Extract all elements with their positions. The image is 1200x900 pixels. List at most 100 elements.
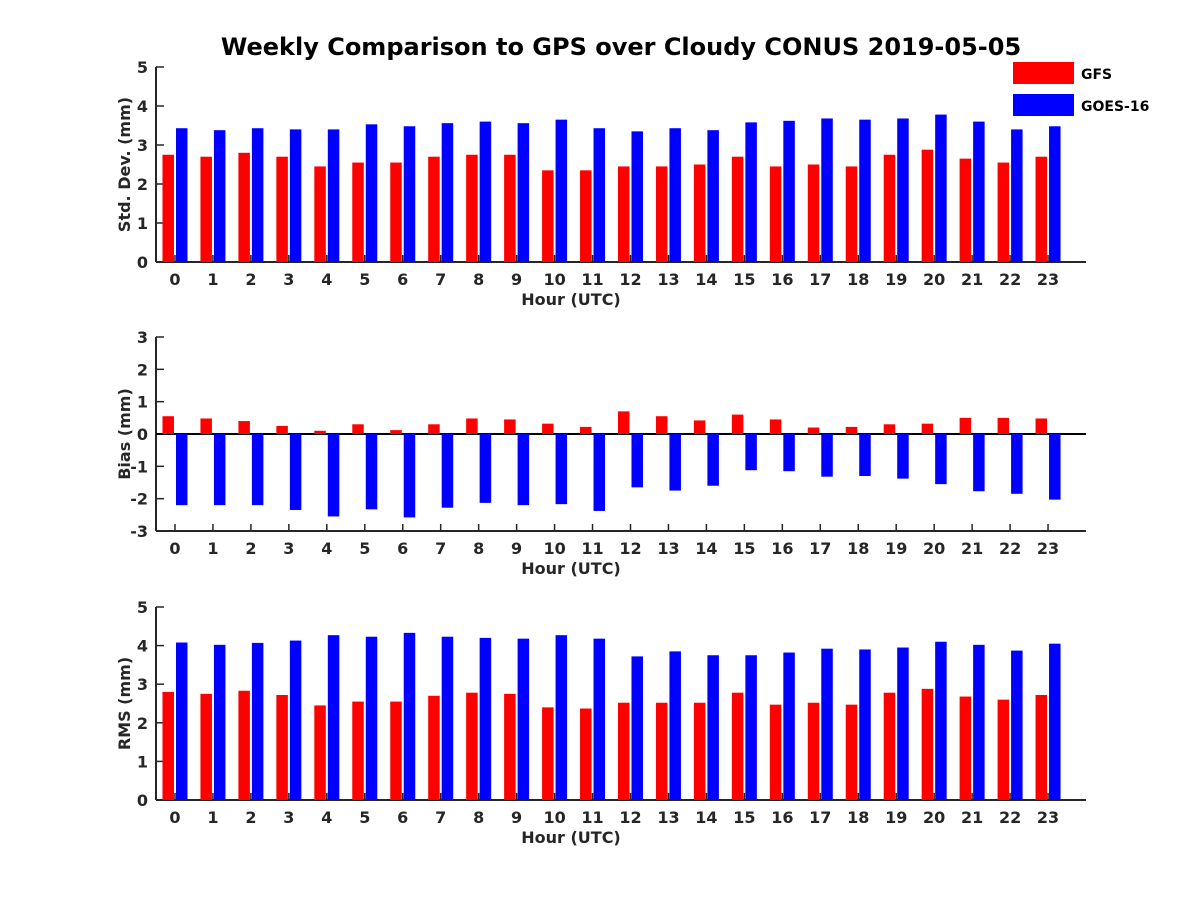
rms-xtick-label: 8 xyxy=(473,808,484,827)
std-dev-ylabel: Std. Dev. (mm) xyxy=(115,97,134,232)
std-dev-xtick-label: 7 xyxy=(435,270,446,289)
std-dev-bar-goes16-13 xyxy=(669,128,681,262)
std-dev-bar-gfs-14 xyxy=(693,164,706,262)
bias-bar-gfs-16 xyxy=(769,419,782,434)
bias-bar-goes16-11 xyxy=(593,434,606,511)
rms-xtick-label: 11 xyxy=(581,808,603,827)
bias-bar-gfs-5 xyxy=(352,424,364,434)
std-dev-bar-gfs-10 xyxy=(542,170,554,262)
std-dev-bar-goes16-6 xyxy=(403,126,416,262)
std-dev-bar-goes16-3 xyxy=(289,129,302,262)
rms-bar-goes16-13 xyxy=(669,651,681,800)
rms-xtick-label: 17 xyxy=(809,808,831,827)
rms-bar-goes16-3 xyxy=(289,640,302,800)
bias-bar-gfs-19 xyxy=(883,424,896,434)
bias-bar-gfs-17 xyxy=(807,427,820,434)
std-dev-bar-goes16-15 xyxy=(745,122,757,262)
bias-bar-gfs-14 xyxy=(693,420,706,434)
bias-bar-gfs-11 xyxy=(580,426,592,434)
rms-bar-gfs-18 xyxy=(845,704,858,800)
rms-bar-gfs-16 xyxy=(769,704,782,800)
bias-ytick-label: -1 xyxy=(130,457,148,476)
bias-xtick-label: 14 xyxy=(695,539,717,558)
bias-bar-gfs-23 xyxy=(1035,418,1048,434)
bias-xtick-label: 22 xyxy=(999,539,1021,558)
std-dev-ytick-label: 3 xyxy=(137,136,148,155)
rms-bar-gfs-11 xyxy=(580,708,592,800)
rms-bar-gfs-0 xyxy=(162,691,174,800)
rms-bar-goes16-10 xyxy=(555,635,568,800)
rms-ytick-label: 5 xyxy=(137,598,148,617)
std-dev-bar-gfs-2 xyxy=(238,152,250,262)
bias-bar-goes16-2 xyxy=(251,434,264,506)
bias-xtick-label: 21 xyxy=(961,539,983,558)
rms-bar-gfs-20 xyxy=(921,688,934,800)
std-dev-bar-goes16-0 xyxy=(175,128,188,262)
bias-xtick-label: 12 xyxy=(619,539,641,558)
chart-title: Weekly Comparison to GPS over Cloudy CON… xyxy=(221,33,1021,61)
bias-ytick-label: -3 xyxy=(130,522,148,541)
rms-bar-gfs-13 xyxy=(655,702,668,800)
rms-bar-goes16-16 xyxy=(783,652,795,800)
bias-ytick-label: 1 xyxy=(137,393,148,412)
rms-bar-goes16-5 xyxy=(365,636,378,800)
rms-bar-goes16-23 xyxy=(1049,643,1061,800)
rms-bar-gfs-5 xyxy=(352,701,364,800)
std-dev-ytick-label: 1 xyxy=(137,214,148,233)
std-dev-xtick-label: 2 xyxy=(245,270,256,289)
rms-ylabel: RMS (mm) xyxy=(115,657,134,750)
rms-xtick-label: 23 xyxy=(1037,808,1059,827)
rms-xtick-label: 5 xyxy=(359,808,370,827)
bias-bar-gfs-2 xyxy=(238,421,250,434)
bias-bar-goes16-6 xyxy=(403,434,416,518)
bias-xtick-label: 16 xyxy=(771,539,793,558)
std-dev-bar-goes16-4 xyxy=(327,129,340,262)
bias-bar-gfs-0 xyxy=(162,416,174,434)
legend-label-gfs: GFS xyxy=(1081,67,1112,83)
bias-xtick-label: 23 xyxy=(1037,539,1059,558)
rms-bar-gfs-8 xyxy=(466,692,478,800)
std-dev-bar-goes16-20 xyxy=(935,114,947,262)
rms-bar-gfs-15 xyxy=(731,692,744,800)
rms-bar-goes16-1 xyxy=(213,644,226,800)
rms-xtick-label: 6 xyxy=(397,808,408,827)
std-dev-xtick-label: 13 xyxy=(657,270,679,289)
std-dev-xtick-label: 4 xyxy=(321,270,332,289)
rms-bar-gfs-21 xyxy=(959,696,972,800)
rms-bar-goes16-21 xyxy=(973,644,985,800)
rms-bar-goes16-22 xyxy=(1011,650,1023,800)
std-dev-bar-goes16-19 xyxy=(897,118,909,262)
std-dev-bar-goes16-1 xyxy=(213,130,226,262)
std-dev-xtick-label: 0 xyxy=(169,270,180,289)
std-dev-bar-goes16-14 xyxy=(707,130,719,262)
std-dev-bar-gfs-15 xyxy=(731,156,744,262)
bias-xtick-label: 8 xyxy=(473,539,484,558)
rms-xtick-label: 22 xyxy=(999,808,1021,827)
bias-bar-goes16-1 xyxy=(213,434,226,506)
rms-xtick-label: 0 xyxy=(169,808,180,827)
bias-bar-goes16-17 xyxy=(821,434,833,477)
std-dev-bar-gfs-19 xyxy=(883,154,896,262)
bias-bar-gfs-22 xyxy=(997,417,1010,434)
bias-bar-gfs-7 xyxy=(428,424,440,434)
rms-xtick-label: 15 xyxy=(733,808,755,827)
bias-bar-goes16-8 xyxy=(479,434,492,503)
bias-xtick-label: 19 xyxy=(885,539,907,558)
bias-bar-goes16-18 xyxy=(859,434,871,477)
std-dev-bar-gfs-3 xyxy=(276,156,288,262)
bias-bar-gfs-21 xyxy=(959,417,972,434)
bias-bar-goes16-21 xyxy=(973,434,985,492)
bias-ylabel: Bias (mm) xyxy=(115,388,134,480)
std-dev-xtick-label: 10 xyxy=(543,270,565,289)
rms-bar-gfs-10 xyxy=(542,707,554,800)
rms-bar-goes16-20 xyxy=(935,641,947,800)
rms-xtick-label: 7 xyxy=(435,808,446,827)
rms-bar-goes16-12 xyxy=(631,656,643,800)
bias-bar-gfs-15 xyxy=(731,414,744,434)
bias-xtick-label: 0 xyxy=(169,539,180,558)
bias-xtick-label: 11 xyxy=(581,539,603,558)
std-dev-ytick-label: 2 xyxy=(137,175,148,194)
std-dev-xtick-label: 20 xyxy=(923,270,945,289)
bias-bar-goes16-4 xyxy=(327,434,340,517)
rms-bar-gfs-2 xyxy=(238,690,250,800)
